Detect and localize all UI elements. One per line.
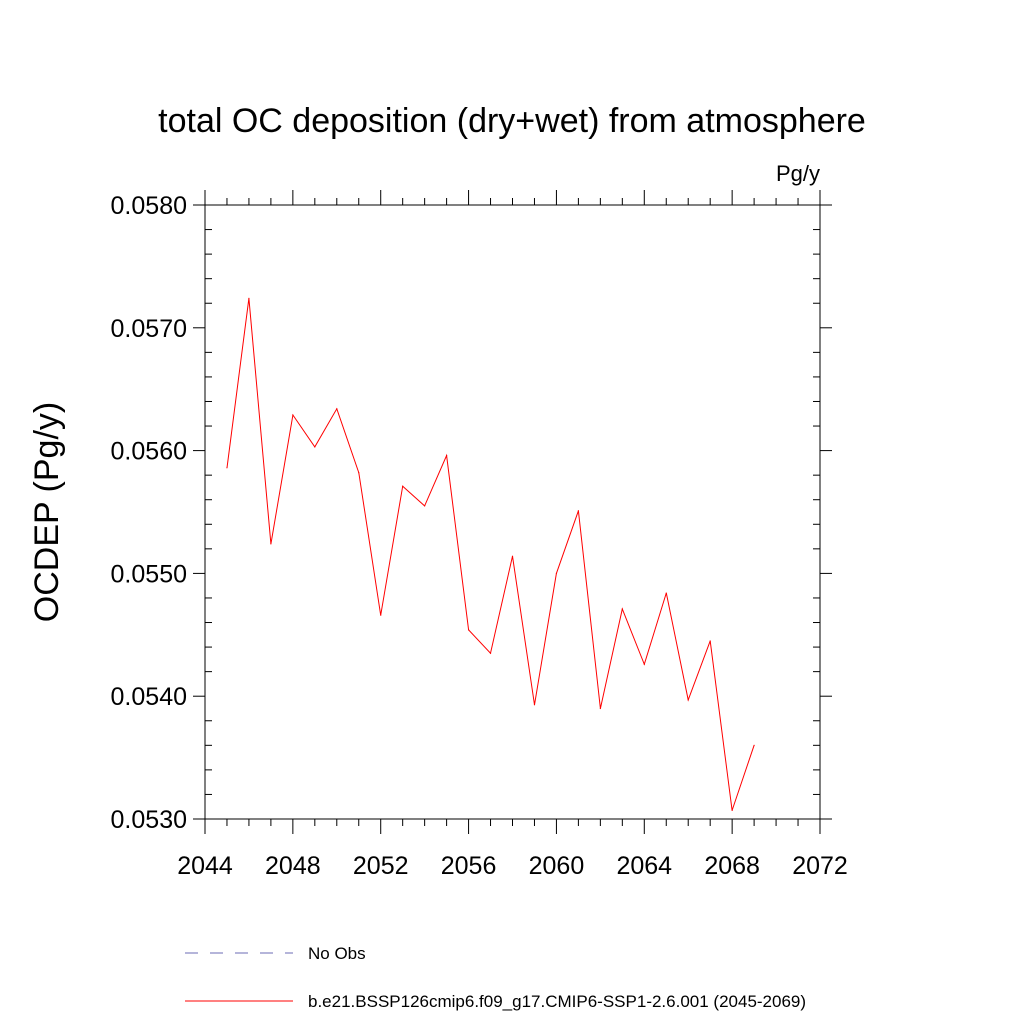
data-point — [292, 414, 294, 416]
data-point — [358, 472, 360, 474]
data-point — [467, 629, 470, 631]
y-tick-label: 0.0580 — [111, 192, 187, 220]
plot-frame — [204, 204, 821, 820]
y-tick-label: 0.0550 — [111, 560, 187, 588]
data-point — [753, 744, 755, 746]
data-point — [248, 297, 250, 299]
minor-ticks — [205, 198, 820, 826]
x-tick-label: 2072 — [792, 852, 848, 880]
data-point — [577, 510, 579, 512]
data-point — [533, 704, 536, 706]
y-axis: 0.0530 0.0540 0.0550 0.0560 0.0570 0.0580 — [111, 192, 832, 834]
legend: No Obs b.e21.BSSP126cmip6.f09_g17.CMIP6-… — [185, 944, 806, 1011]
data-point — [599, 707, 601, 710]
y-tick-label: 0.0540 — [111, 683, 187, 711]
data-point — [687, 699, 689, 701]
y-tick-label: 0.0570 — [111, 315, 187, 343]
series-group — [226, 297, 755, 812]
x-tick-label: 2056 — [441, 852, 497, 880]
y-axis-label: OCDEP (Pg/y) — [28, 402, 66, 622]
legend-label-no-obs: No Obs — [308, 944, 366, 963]
x-tick-label: 2048 — [265, 852, 321, 880]
y-tick-label: 0.0560 — [111, 438, 187, 466]
data-point — [511, 555, 514, 557]
data-point — [709, 640, 711, 642]
data-point — [621, 608, 623, 610]
y-tick-label: 0.0530 — [111, 806, 187, 834]
data-point — [226, 467, 228, 469]
data-point — [314, 446, 316, 448]
chart-title: total OC deposition (dry+wet) from atmos… — [158, 102, 866, 140]
data-point — [489, 652, 492, 654]
x-tick-label: 2044 — [177, 852, 233, 880]
units-label: Pg/y — [776, 161, 820, 186]
x-axis: 2044 2048 2052 2056 2060 2064 2068 2072 — [177, 190, 848, 880]
x-tick-label: 2068 — [704, 852, 760, 880]
x-tick-label: 2060 — [529, 852, 585, 880]
legend-label-model: b.e21.BSSP126cmip6.f09_g17.CMIP6-SSP1-2.… — [308, 992, 806, 1011]
data-point — [424, 505, 426, 507]
x-tick-label: 2064 — [616, 852, 672, 880]
data-point — [643, 663, 645, 665]
data-point — [446, 454, 448, 457]
data-point — [270, 543, 272, 545]
data-point — [336, 408, 338, 410]
series-line — [226, 298, 755, 811]
data-point — [665, 592, 667, 594]
data-point — [380, 614, 382, 616]
data-point — [555, 572, 558, 575]
data-point — [731, 809, 733, 812]
data-point — [402, 485, 404, 487]
x-tick-label: 2052 — [353, 852, 409, 880]
